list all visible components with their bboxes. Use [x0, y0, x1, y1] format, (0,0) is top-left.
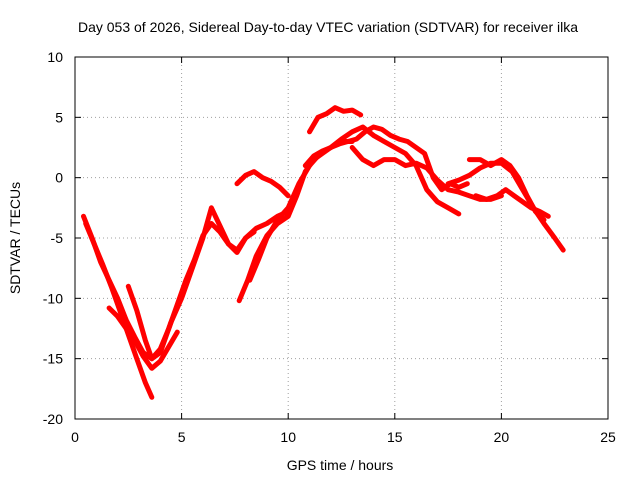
series-line-sat-7 [247, 124, 462, 283]
series-line-sat-8 [307, 105, 364, 135]
series-line-sat-4 [125, 205, 257, 362]
y-tick-label: -10 [43, 290, 63, 306]
series-line-sat-5 [234, 169, 291, 199]
x-axis-ticks: 0 5 10 15 20 25 [71, 57, 616, 445]
x-axis-label: GPS time / hours [287, 457, 394, 473]
series-line-sat-9 [302, 124, 470, 193]
y-tick-label: -5 [51, 230, 64, 246]
series-line-sat-3 [106, 305, 180, 371]
series-line-sat-2 [83, 221, 155, 400]
y-axis-ticks: -20 -15 -10 -5 0 5 10 [43, 49, 608, 427]
x-tick-label: 5 [178, 429, 186, 445]
y-axis-label: SDTVAR / TECUs [7, 182, 23, 294]
x-tick-label: 0 [71, 429, 79, 445]
x-tick-label: 20 [494, 429, 510, 445]
x-tick-label: 10 [280, 429, 296, 445]
y-tick-label: 10 [47, 49, 63, 65]
y-tick-label: -15 [43, 351, 63, 367]
chart-title: Day 053 of 2026, Sidereal Day-to-day VTE… [78, 19, 578, 35]
series-group [81, 105, 566, 400]
series-line-sat-11 [445, 160, 566, 253]
x-tick-label: 25 [600, 429, 616, 445]
x-tick-label: 15 [387, 429, 403, 445]
y-tick-label: 5 [55, 109, 63, 125]
y-tick-label: 0 [55, 170, 63, 186]
series-line-sat-6 [236, 139, 355, 304]
series-line-sat-13 [473, 187, 551, 219]
y-tick-label: -20 [43, 411, 63, 427]
